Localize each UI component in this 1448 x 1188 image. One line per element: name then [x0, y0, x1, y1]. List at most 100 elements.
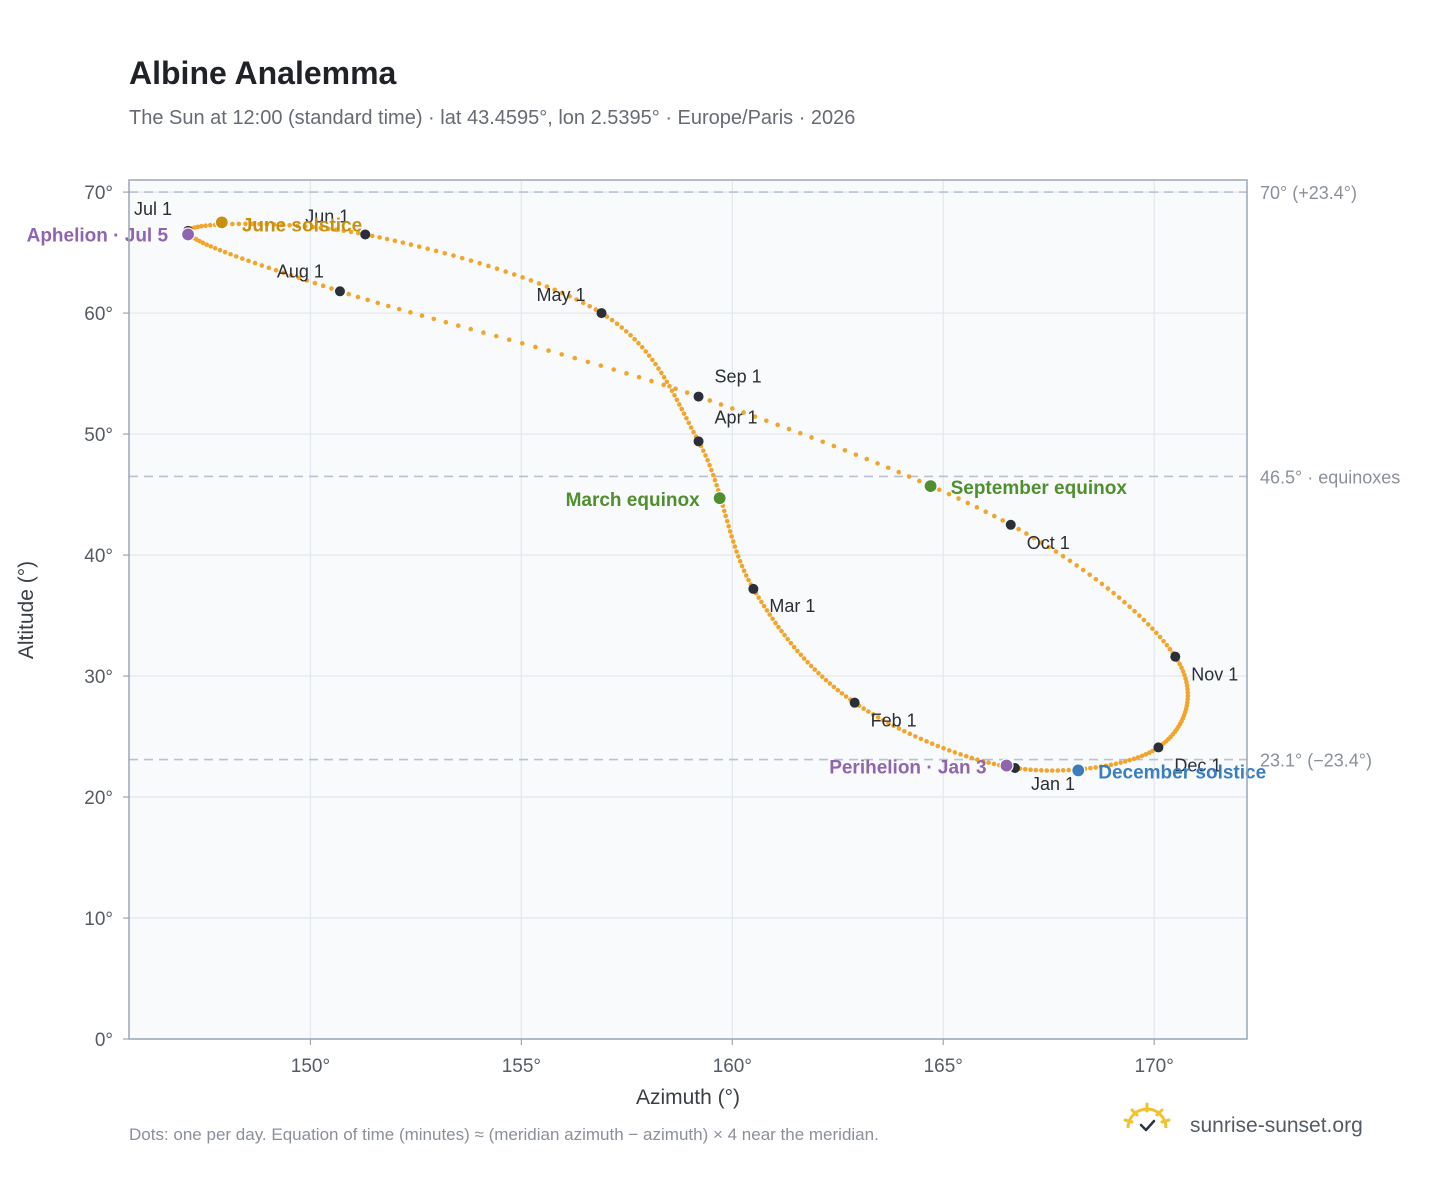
daily-dot [761, 603, 767, 609]
daily-dot [808, 663, 814, 669]
daily-dot [1111, 590, 1116, 596]
daily-dot [907, 731, 913, 737]
reference-lines: 70° (+23.4°) 46.5° · equinoxes 23.1° (−23.… [129, 183, 1400, 771]
daily-dot [203, 223, 208, 228]
daily-dot [503, 269, 508, 274]
daily-dot [756, 595, 761, 600]
event-label: December solstice [1098, 762, 1266, 783]
daily-dot [812, 667, 818, 672]
daily-dot [1141, 617, 1147, 623]
daily-dot [639, 345, 645, 350]
daily-dot [1055, 768, 1061, 773]
event-markers: June solstice Aphelion · Jul 5 March equin… [27, 215, 1266, 783]
daily-dot [493, 333, 499, 339]
daily-dot [304, 278, 310, 283]
month-marker [693, 436, 704, 447]
daily-dot [707, 398, 713, 403]
daily-dot [204, 242, 209, 247]
daily-dot [587, 303, 592, 309]
brand-name[interactable]: sunrise-sunset.org [1190, 1114, 1363, 1137]
daily-dot [684, 415, 689, 421]
daily-dot [1080, 567, 1086, 573]
daily-dot [1039, 540, 1044, 545]
daily-dot [287, 223, 292, 228]
daily-dot [791, 644, 797, 650]
daily-dot [1146, 750, 1152, 756]
y-axis-label: Altitude (°) [15, 561, 38, 659]
daily-dot [1132, 608, 1137, 614]
daily-dot [709, 467, 714, 473]
daily-dot [246, 258, 251, 264]
event-marker [180, 227, 196, 242]
daily-dot [1177, 661, 1182, 667]
event-marker [1071, 763, 1086, 778]
daily-dot [764, 608, 770, 613]
daily-dot [649, 378, 654, 384]
daily-dot [1185, 686, 1190, 692]
daily-dot [1067, 558, 1073, 564]
daily-dot [1180, 669, 1186, 674]
daily-dot [593, 307, 599, 312]
daily-dot [533, 344, 538, 350]
daily-dot [1185, 693, 1191, 699]
daily-dot [650, 357, 655, 363]
month-label: Jun 1 [305, 206, 349, 226]
month-label: Nov 1 [1191, 665, 1238, 685]
daily-dot [734, 549, 739, 554]
daily-dot [1157, 634, 1163, 640]
daily-dot [801, 656, 807, 661]
daily-dot [239, 256, 245, 261]
y-tick-label: 60° [84, 304, 113, 325]
month-marker [1153, 742, 1164, 753]
daily-dot [392, 238, 398, 244]
daily-dot [743, 573, 749, 578]
daily-dot [1031, 535, 1037, 541]
daily-dot [965, 500, 971, 506]
daily-dot [724, 518, 730, 524]
daily-dot [1127, 604, 1132, 610]
daily-dot [288, 273, 294, 278]
daily-dot [775, 422, 780, 428]
daily-dot [718, 402, 724, 407]
daily-dot [902, 728, 907, 734]
daily-dot [1022, 766, 1028, 772]
event-label: June solstice [242, 215, 362, 236]
daily-dot [723, 513, 729, 519]
month-label: Apr 1 [715, 407, 758, 427]
daily-dot [1093, 576, 1099, 582]
daily-dot [1164, 642, 1170, 648]
daily-dot [752, 414, 758, 419]
daily-dot [1105, 586, 1111, 591]
chart-title: Albine Analemma [129, 55, 397, 91]
month-marker [596, 308, 607, 319]
daily-dot [667, 383, 672, 389]
daily-dot [788, 640, 794, 646]
daily-dot [1046, 544, 1052, 550]
daily-dot [1154, 630, 1159, 636]
daily-dot [609, 317, 615, 323]
daily-dot [1087, 572, 1092, 577]
daily-dot [619, 325, 625, 330]
event-label: March equinox [566, 490, 701, 511]
daily-dot [1179, 665, 1184, 671]
daily-dot [1139, 753, 1145, 759]
daily-dot [333, 227, 339, 233]
daily-dot [433, 248, 439, 254]
daily-dot [975, 757, 980, 762]
daily-dot [831, 684, 837, 690]
x-tick-label: 170° [1135, 1056, 1174, 1077]
chart-subtitle: The Sun at 12:00 (standard time) · lat 4… [129, 107, 855, 129]
y-tick-label: 20° [84, 788, 113, 809]
y-tick-label: 10° [84, 909, 113, 930]
reference-line-label: 23.1° (−23.4°) [1260, 751, 1372, 771]
daily-dot [208, 244, 214, 249]
daily-dot [1060, 553, 1066, 559]
daily-dot [341, 228, 346, 234]
daily-dot [365, 297, 370, 303]
daily-dot [741, 410, 746, 415]
sun-logo-icon [1123, 1102, 1171, 1132]
daily-dot [207, 222, 213, 228]
daily-dot [302, 224, 308, 229]
daily-dot [377, 235, 382, 240]
daily-dot [870, 712, 876, 717]
